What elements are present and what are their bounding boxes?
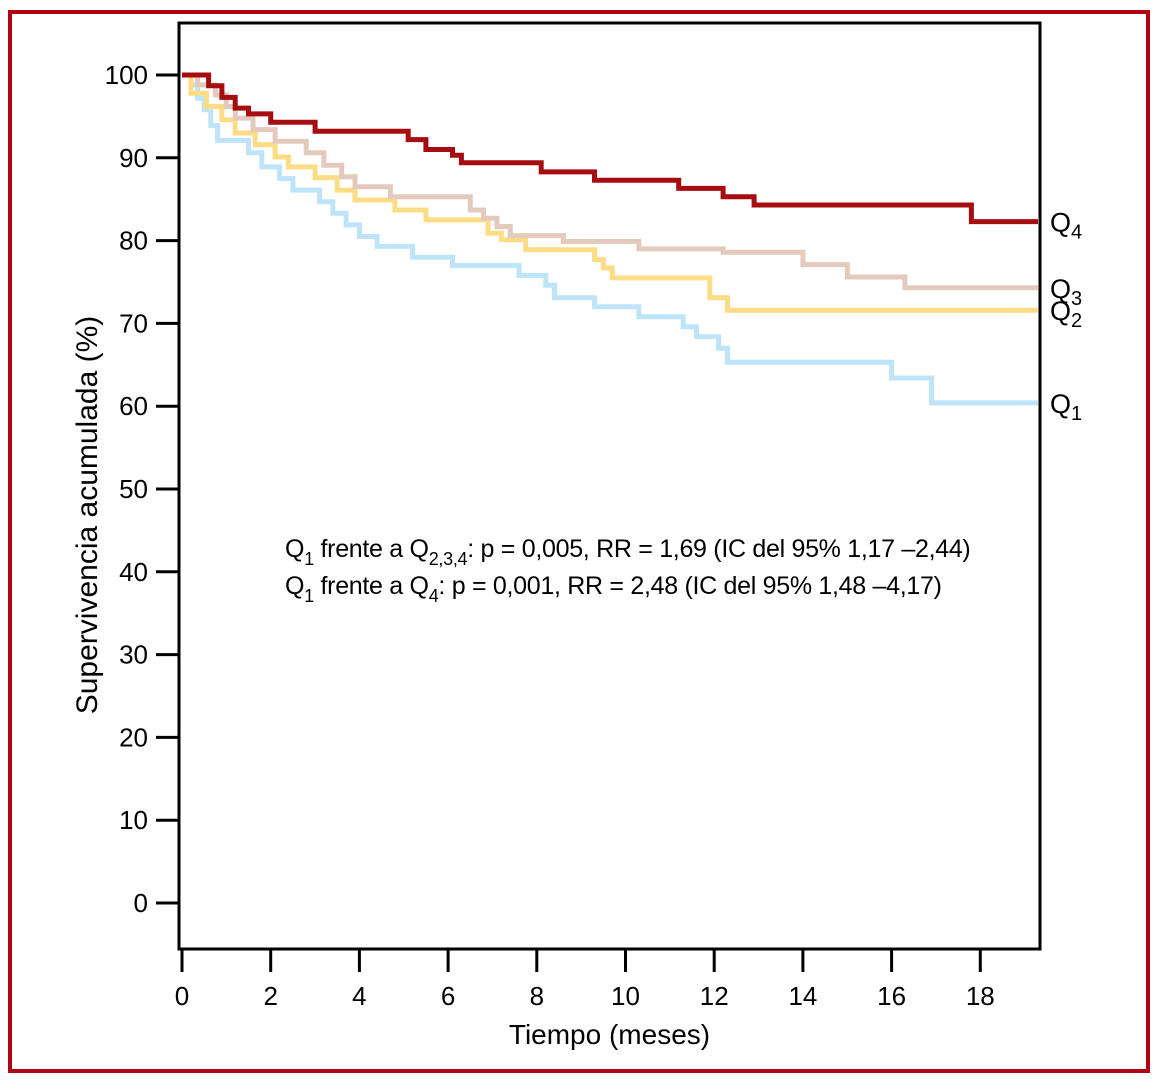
x-tick-label-16: 16 xyxy=(877,981,906,1011)
x-axis-title: Tiempo (meses) xyxy=(509,1019,710,1050)
curve-q1 xyxy=(182,72,1038,406)
annotation-line-1: Q1 frente a Q2,3,4: p = 0,005, RR = 1,69… xyxy=(285,535,970,569)
x-tick-label-8: 8 xyxy=(530,981,544,1011)
x-tick-label-2: 2 xyxy=(263,981,277,1011)
curve-label-q2: Q2 xyxy=(1050,296,1082,332)
x-tick-label-14: 14 xyxy=(788,981,817,1011)
plot-frame xyxy=(177,21,1042,951)
y-tick-label-40: 40 xyxy=(119,557,148,587)
x-tick-label-4: 4 xyxy=(352,981,366,1011)
curve-label-q1: Q1 xyxy=(1050,389,1082,425)
x-tick-label-18: 18 xyxy=(966,981,995,1011)
x-tick-label-12: 12 xyxy=(700,981,729,1011)
curve-q4 xyxy=(182,72,1038,225)
y-tick-label-100: 100 xyxy=(105,60,148,90)
figure-border xyxy=(8,10,1150,1073)
y-tick-label-10: 10 xyxy=(119,805,148,835)
y-tick-label-70: 70 xyxy=(119,308,148,338)
curve-label-q4: Q4 xyxy=(1050,208,1082,244)
y-tick-label-50: 50 xyxy=(119,474,148,504)
x-tick-label-6: 6 xyxy=(441,981,455,1011)
y-tick-label-90: 90 xyxy=(119,143,148,173)
y-tick-label-20: 20 xyxy=(119,722,148,752)
y-tick-label-80: 80 xyxy=(119,226,148,256)
y-tick-label-30: 30 xyxy=(119,640,148,670)
y-axis-title: Supervivencia acumulada (%) xyxy=(71,316,104,715)
annotation-line-2: Q1 frente a Q4: p = 0,001, RR = 2,48 (IC… xyxy=(285,572,942,606)
curve-label-q3: Q3 xyxy=(1050,274,1082,310)
y-tick-label-0: 0 xyxy=(134,888,148,918)
x-tick-label-0: 0 xyxy=(175,981,189,1011)
x-tick-label-10: 10 xyxy=(611,981,640,1011)
y-tick-label-60: 60 xyxy=(119,391,148,421)
